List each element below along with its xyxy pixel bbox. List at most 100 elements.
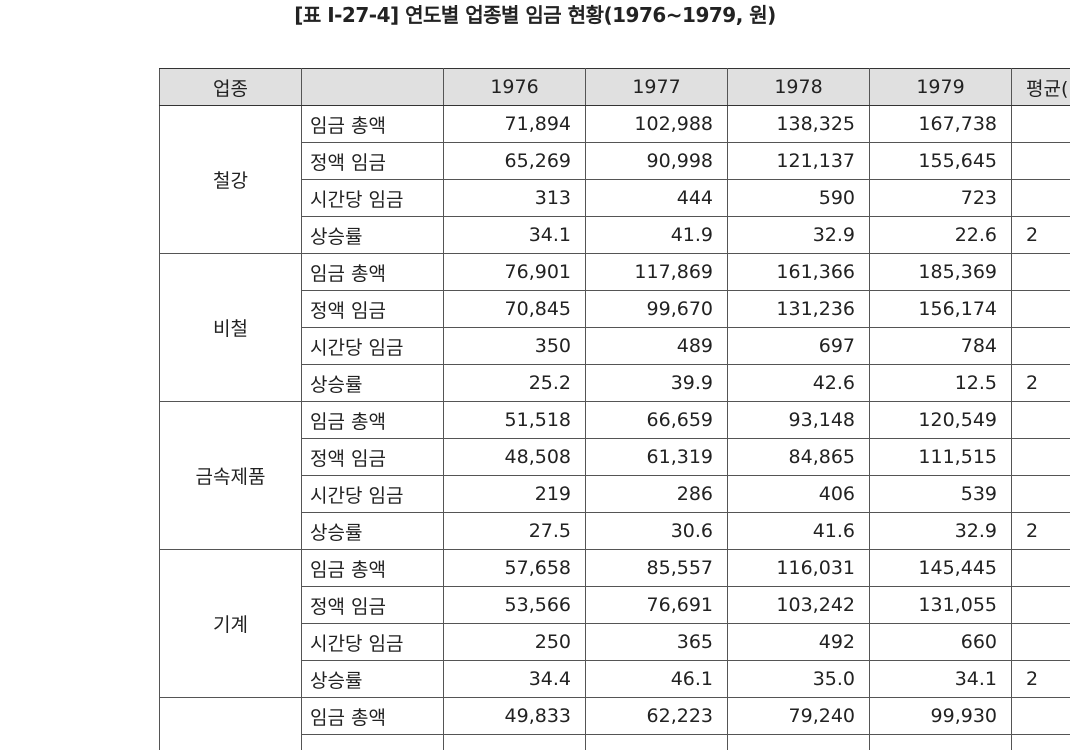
header-year-1978: 1978 (727, 68, 870, 106)
value-cell: 406 (727, 475, 870, 513)
value-cell: 34.1 (869, 660, 1012, 698)
item-cell: 임금 총액 (301, 253, 444, 291)
value-cell: 489 (585, 327, 728, 365)
value-cell: 76,691 (585, 586, 728, 624)
item-cell: 시간당 임금 (301, 475, 444, 513)
value-cell: 138,325 (727, 105, 870, 143)
item-cell: 상승률 (301, 216, 444, 254)
value-cell: 30.6 (585, 512, 728, 550)
value-cell (727, 734, 870, 750)
table-row: 상승률 34.4 46.1 35.0 34.1 2 (160, 660, 1070, 698)
value-cell: 103,242 (727, 586, 870, 624)
value-cell: 111,515 (869, 438, 1012, 476)
industry-cell: 비철 (159, 253, 302, 402)
average-cell (1011, 549, 1070, 587)
table-row (160, 734, 1070, 750)
header-average: 평균( (1011, 68, 1070, 106)
item-cell: 정액 임금 (301, 586, 444, 624)
table-row: 시간당 임금 250 365 492 660 (160, 623, 1070, 661)
value-cell: 57,658 (443, 549, 586, 587)
value-cell: 99,930 (869, 697, 1012, 735)
item-cell: 시간당 임금 (301, 179, 444, 217)
table-row: 비철 임금 총액 76,901 117,869 161,366 185,369 (159, 253, 1070, 402)
item-cell (301, 734, 444, 750)
average-cell (1011, 142, 1070, 180)
header-industry: 업종 (159, 68, 302, 106)
value-cell: 25.2 (443, 364, 586, 402)
value-cell: 32.9 (727, 216, 870, 254)
item-cell: 상승률 (301, 512, 444, 550)
average-cell (1011, 623, 1070, 661)
value-cell: 41.6 (727, 512, 870, 550)
table-row: 철강 임금 총액 71,894 102,988 138,325 167,738 (159, 105, 1070, 254)
value-cell: 32.9 (869, 512, 1012, 550)
average-cell: 2 (1011, 216, 1070, 254)
value-cell: 48,508 (443, 438, 586, 476)
value-cell: 66,659 (585, 401, 728, 439)
value-cell: 185,369 (869, 253, 1012, 291)
average-cell: 2 (1011, 364, 1070, 402)
value-cell: 70,845 (443, 290, 586, 328)
average-cell (1011, 105, 1070, 143)
value-cell: 51,518 (443, 401, 586, 439)
value-cell: 350 (443, 327, 586, 365)
item-cell: 시간당 임금 (301, 623, 444, 661)
value-cell: 492 (727, 623, 870, 661)
value-cell: 90,998 (585, 142, 728, 180)
item-cell: 정액 임금 (301, 142, 444, 180)
industry-cell: 기계 (159, 549, 302, 698)
value-cell: 365 (585, 623, 728, 661)
value-cell (869, 734, 1012, 750)
value-cell: 539 (869, 475, 1012, 513)
value-cell: 93,148 (727, 401, 870, 439)
value-cell: 131,055 (869, 586, 1012, 624)
value-cell: 85,557 (585, 549, 728, 587)
value-cell: 62,223 (585, 697, 728, 735)
value-cell: 161,366 (727, 253, 870, 291)
industry-cell (159, 697, 302, 750)
table-row: 금속제품 임금 총액 51,518 66,659 93,148 120,549 (159, 401, 1070, 550)
value-cell: 22.6 (869, 216, 1012, 254)
table-body: 철강 임금 총액 71,894 102,988 138,325 167,738 정액 임금 6… (159, 105, 1070, 750)
table-row: 정액 임금 53,566 76,691 103,242 131,055 (160, 586, 1070, 624)
value-cell: 99,670 (585, 290, 728, 328)
value-cell: 444 (585, 179, 728, 217)
header-row: 업종 1976 1977 1978 1979 평균( (159, 68, 1070, 106)
item-cell: 정액 임금 (301, 438, 444, 476)
average-cell (1011, 697, 1070, 735)
value-cell: 53,566 (443, 586, 586, 624)
value-cell: 27.5 (443, 512, 586, 550)
value-cell: 12.5 (869, 364, 1012, 402)
value-cell: 42.6 (727, 364, 870, 402)
value-cell: 697 (727, 327, 870, 365)
value-cell: 590 (727, 179, 870, 217)
value-cell: 41.9 (585, 216, 728, 254)
item-cell: 시간당 임금 (301, 327, 444, 365)
table-title: [표 Ⅰ-27-4] 연도별 업종별 임금 현황(1976~1979, 원) (294, 3, 776, 27)
value-cell: 102,988 (585, 105, 728, 143)
value-cell: 84,865 (727, 438, 870, 476)
average-cell (1011, 734, 1070, 750)
value-cell: 35.0 (727, 660, 870, 698)
value-cell: 156,174 (869, 290, 1012, 328)
item-cell: 임금 총액 (301, 697, 444, 735)
value-cell: 34.1 (443, 216, 586, 254)
header-item (301, 68, 444, 106)
value-cell: 219 (443, 475, 586, 513)
value-cell: 167,738 (869, 105, 1012, 143)
industry-cell: 금속제품 (159, 401, 302, 550)
value-cell: 117,869 (585, 253, 728, 291)
table-row: 시간당 임금 350 489 697 784 (160, 327, 1070, 365)
value-cell: 46.1 (585, 660, 728, 698)
industry-cell: 철강 (159, 105, 302, 254)
header-year-1977: 1977 (585, 68, 728, 106)
average-cell (1011, 253, 1070, 291)
value-cell: 121,137 (727, 142, 870, 180)
value-cell: 49,833 (443, 697, 586, 735)
value-cell: 286 (585, 475, 728, 513)
value-cell (585, 734, 728, 750)
item-cell: 정액 임금 (301, 290, 444, 328)
value-cell: 120,549 (869, 401, 1012, 439)
wage-table: 업종 1976 1977 1978 1979 평균( 철강 임금 총액 71,894… (159, 68, 1070, 750)
